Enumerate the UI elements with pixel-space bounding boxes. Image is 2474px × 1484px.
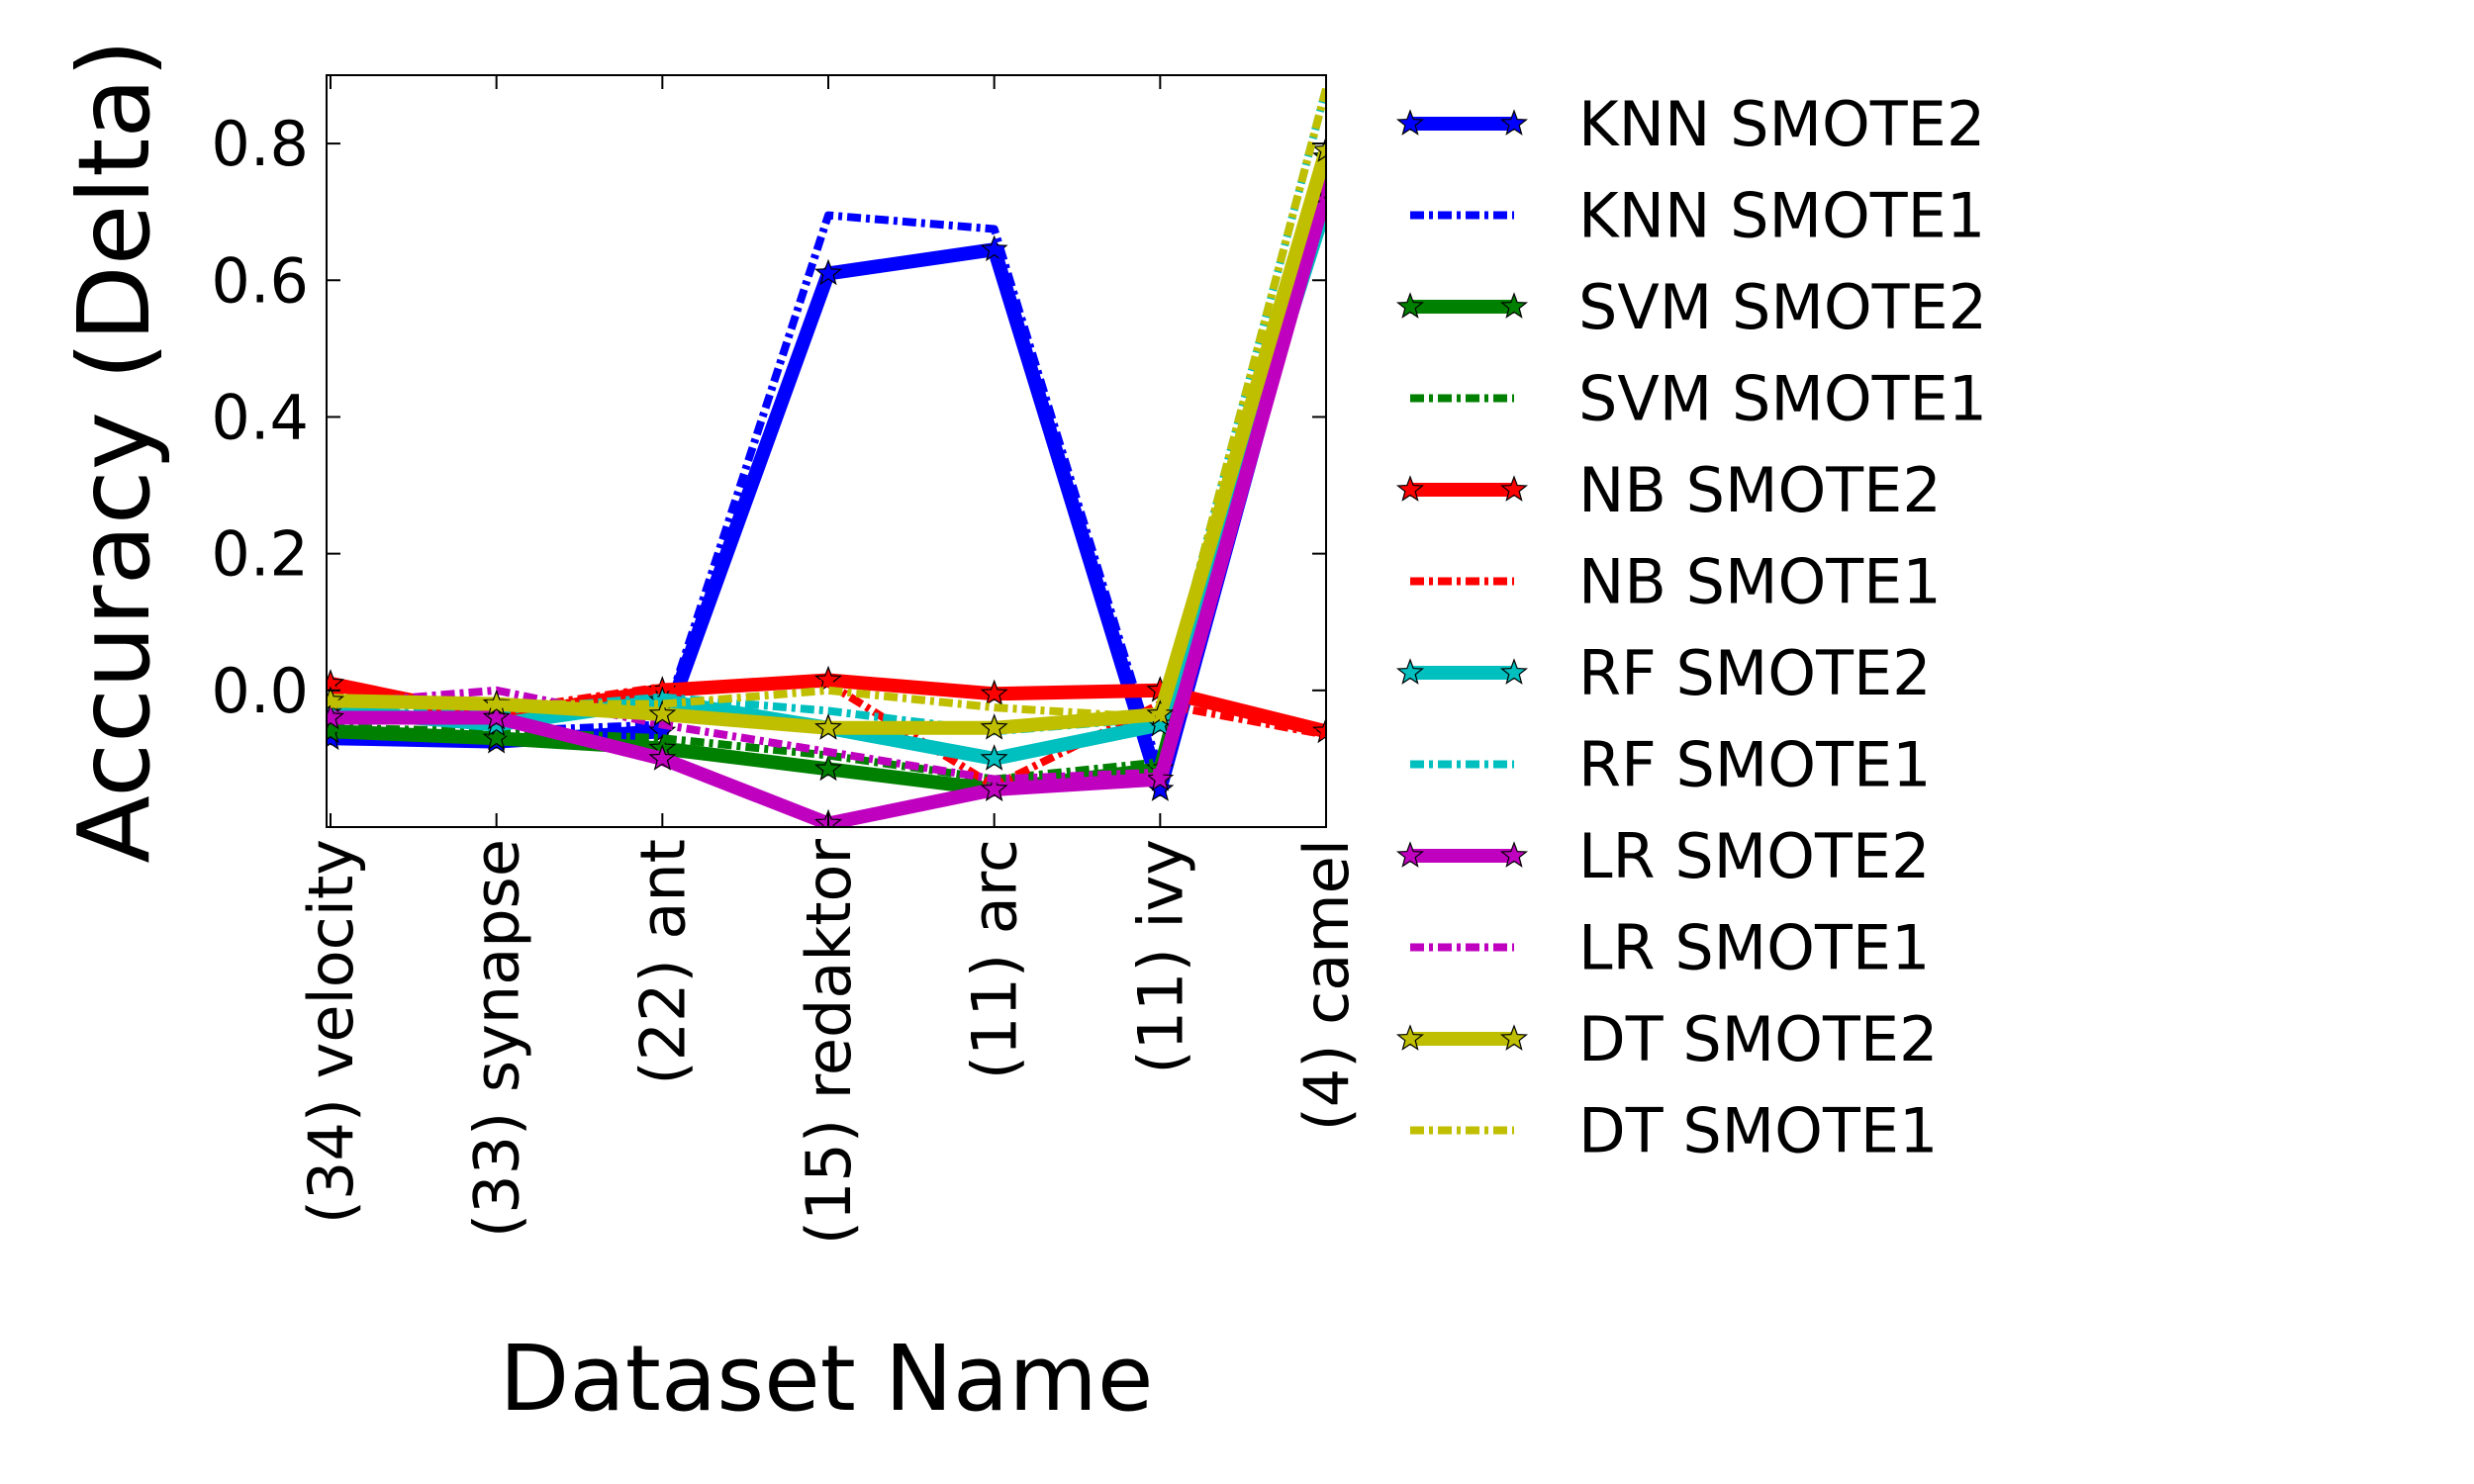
series-marker — [813, 713, 843, 740]
legend-marker — [1499, 841, 1529, 868]
legend-marker — [1395, 292, 1425, 319]
x-tick-label: (34) velocity — [295, 839, 367, 1224]
y-tick-label: 0.2 — [211, 518, 309, 591]
legend-marker — [1395, 658, 1425, 685]
x-tick-label: (11) ivy — [1124, 839, 1196, 1074]
series-marker — [327, 702, 345, 730]
legend-label: DT SMOTE2 — [1578, 1003, 1938, 1075]
legend-marker — [1499, 292, 1529, 319]
x-tick-label: (4) camel — [1290, 839, 1363, 1131]
legend-marker — [1395, 475, 1425, 502]
plot-area-frame — [326, 74, 1327, 828]
legend-label: RF SMOTE1 — [1578, 729, 1932, 801]
legend-label: SVM SMOTE1 — [1578, 363, 1987, 435]
series-marker — [648, 699, 677, 726]
legend-marker — [1499, 109, 1529, 136]
legend-label: RF SMOTE2 — [1578, 637, 1932, 709]
legend-marker — [1395, 109, 1425, 136]
series-marker — [980, 713, 1008, 740]
series-marker — [980, 234, 1008, 262]
x-tick-label: (11) arc — [959, 839, 1031, 1079]
ticks-layer: 0.0 0.2 0.4 0.6 0.8 (34) velocity (33) synapse… — [211, 75, 1363, 1245]
series-marker — [1311, 136, 1326, 162]
series-marker — [648, 744, 677, 771]
series-marker — [980, 679, 1008, 706]
series-marker — [813, 258, 843, 286]
y-axis-title: Accuracy (Delta) — [56, 39, 172, 863]
y-tick-label: 0.0 — [211, 655, 309, 727]
series-line — [330, 148, 1326, 735]
series-line — [331, 87, 1326, 722]
legend: KNN SMOTE2 KNN SMOTE1 SVM SMOTE2 SVM SMOTE1… — [1395, 88, 1987, 1167]
legend-label: KNN SMOTE2 — [1578, 88, 1985, 160]
series-layer — [327, 87, 1326, 827]
x-tick-label: (22) ant — [626, 839, 699, 1085]
legend-marker — [1395, 841, 1425, 868]
series-line — [331, 169, 1326, 777]
series-marker — [482, 702, 511, 730]
legend-label: SVM SMOTE2 — [1578, 271, 1987, 343]
y-tick-label: 0.4 — [211, 381, 309, 453]
y-tick-label: 0.8 — [211, 108, 309, 180]
legend-label: DT SMOTE1 — [1578, 1095, 1938, 1167]
series-marker — [813, 754, 843, 782]
legend-label: NB SMOTE1 — [1578, 546, 1942, 618]
series-marker — [980, 744, 1008, 771]
legend-marker — [1395, 1024, 1425, 1051]
legend-label: NB SMOTE2 — [1578, 454, 1942, 526]
legend-marker — [1499, 475, 1529, 502]
legend-label: LR SMOTE2 — [1578, 820, 1930, 892]
series-marker — [1146, 764, 1175, 791]
x-tick-label: (15) redaktor — [793, 839, 865, 1246]
x-axis-title: Dataset Name — [500, 1326, 1154, 1432]
series-marker — [980, 775, 1008, 801]
legend-marker — [1499, 1024, 1529, 1051]
series-marker — [482, 689, 511, 716]
legend-label: KNN SMOTE1 — [1578, 180, 1985, 252]
y-tick-label: 0.6 — [211, 244, 309, 317]
legend-marker — [1499, 658, 1529, 685]
legend-label: LR SMOTE1 — [1578, 912, 1930, 984]
x-tick-label: (33) synapse — [461, 839, 533, 1238]
